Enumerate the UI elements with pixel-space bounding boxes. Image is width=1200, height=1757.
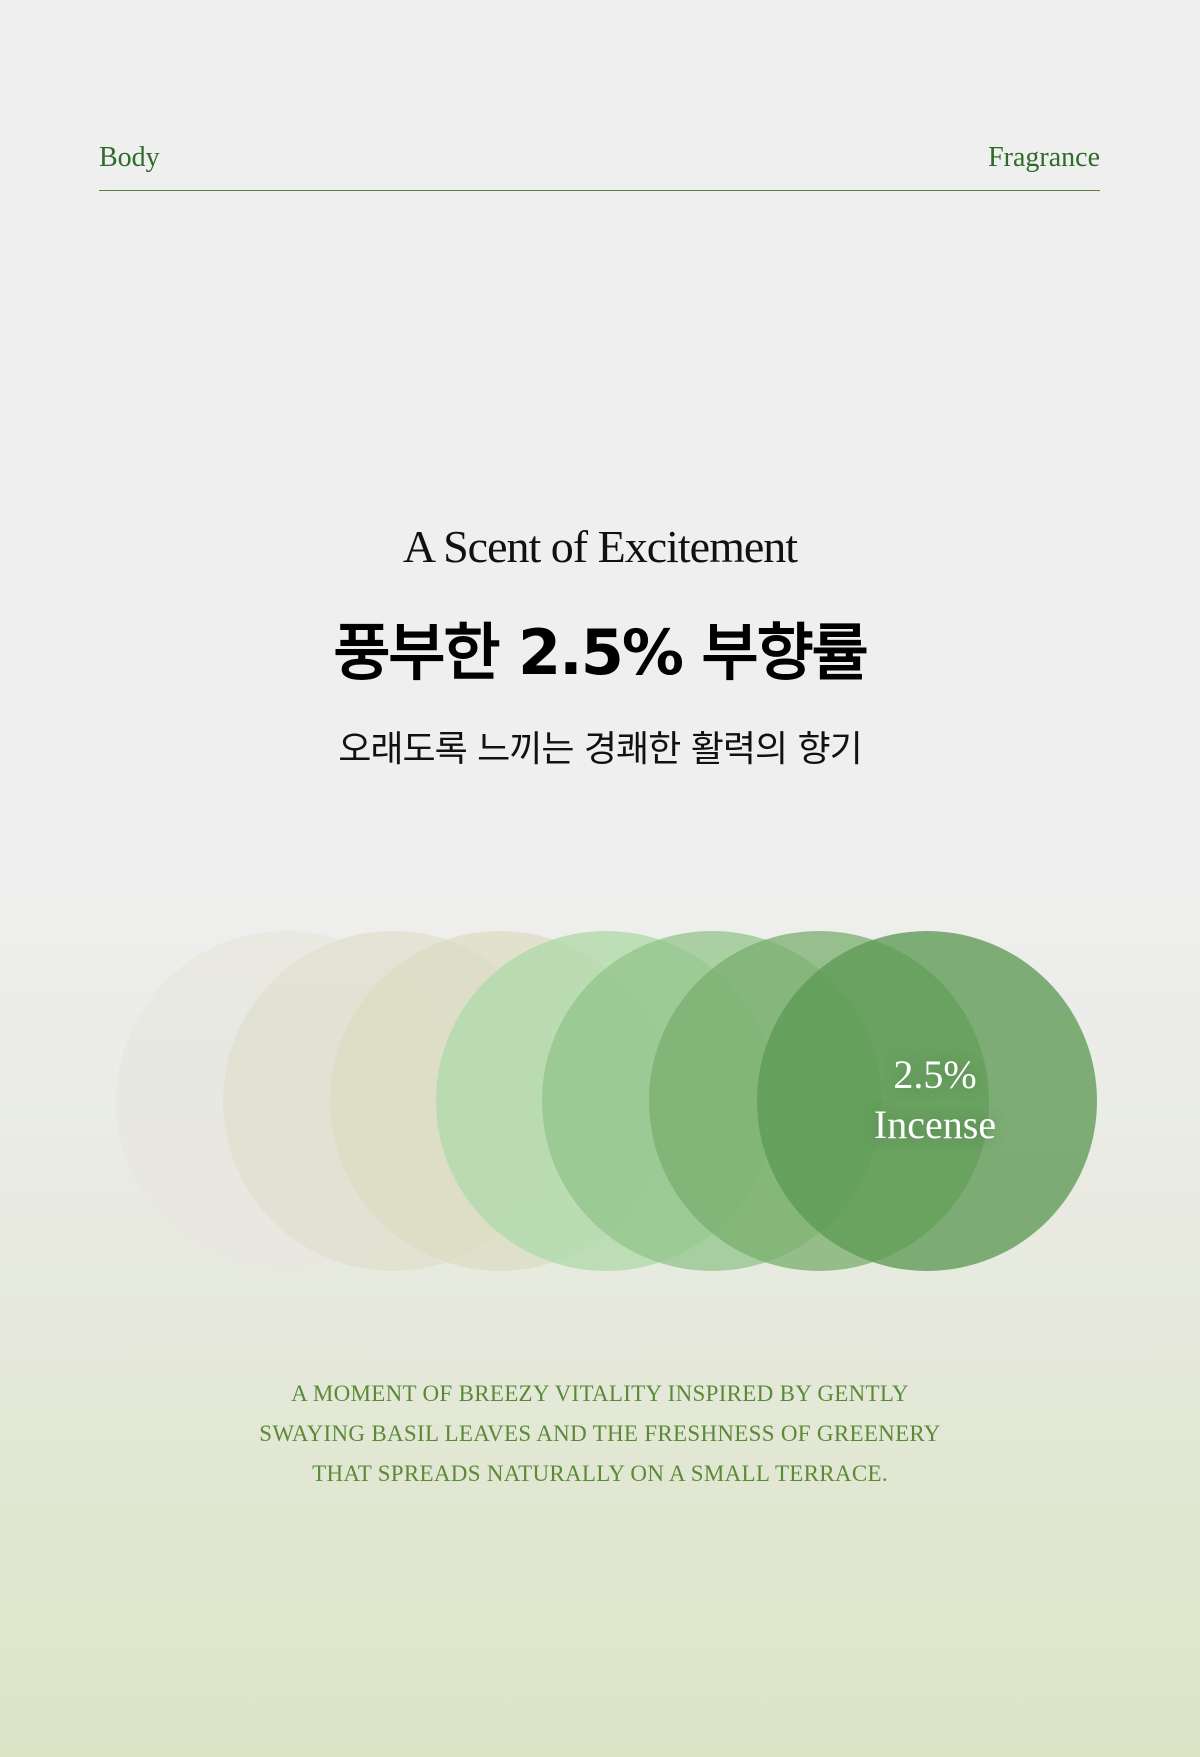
incense-label: Incense	[873, 1102, 997, 1147]
hero-title-korean: 풍부한 2.5% 부향률	[333, 616, 868, 689]
header-fragrance-label: Fragrance	[988, 142, 1100, 173]
incense-badge: 2.5% Incense	[800, 1050, 1070, 1150]
incense-percentage: 2.5%	[893, 1052, 977, 1097]
header: Body Fragrance	[99, 140, 1100, 191]
header-body-label: Body	[99, 142, 160, 173]
description-line: SWAYING BASIL LEAVES AND THE FRESHNESS O…	[259, 1421, 941, 1446]
circle-7	[757, 931, 1097, 1271]
description-line: THAT SPREADS NATURALLY ON A SMALL TERRAC…	[312, 1461, 888, 1486]
description-line: A MOMENT OF BREEZY VITALITY INSPIRED BY …	[291, 1381, 909, 1406]
description-text: A MOMENT OF BREEZY VITALITY INSPIRED BY …	[0, 1374, 1200, 1494]
hero-subtitle-korean: 오래도록 느끼는 경쾌한 활력의 향기	[338, 729, 863, 770]
hero-title-english: A Scent of Excitement	[402, 521, 798, 572]
